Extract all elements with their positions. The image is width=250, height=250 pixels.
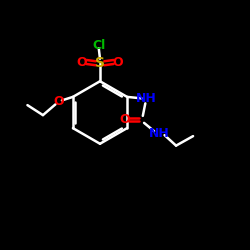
Text: Cl: Cl (92, 39, 106, 52)
Text: O: O (120, 113, 130, 126)
Text: NH: NH (149, 126, 170, 140)
Text: O: O (53, 95, 64, 108)
Text: O: O (113, 56, 123, 68)
Text: O: O (77, 56, 87, 68)
Text: S: S (95, 56, 105, 70)
Text: NH: NH (136, 92, 157, 106)
